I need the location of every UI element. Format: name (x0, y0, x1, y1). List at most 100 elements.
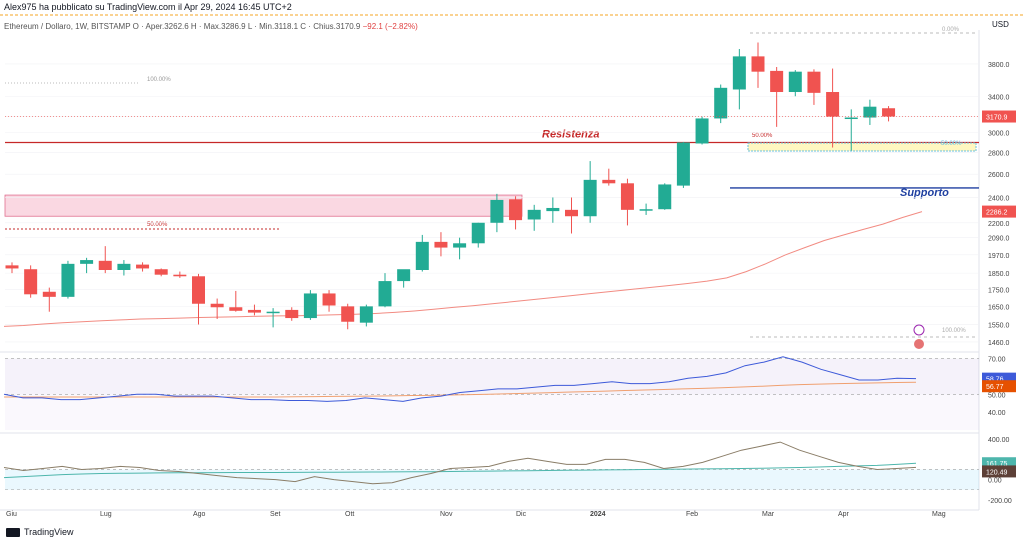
price-pane: Resistenza Supporto 100.00% 50.00% 0.00% 50.0… (3, 27, 1016, 349)
cci-value-tag (982, 465, 1016, 478)
candle-body (471, 222, 485, 244)
price-tick-label: 1650.0 (988, 304, 1010, 311)
rsi-tick-label: 50.00 (988, 392, 1006, 399)
price-tick-label: 2090.0 (988, 236, 1010, 243)
candle-body (24, 269, 38, 295)
time-tick-label: Mag (932, 511, 946, 518)
candle-body (527, 209, 541, 220)
rsi-ma-value-label: 56.77 (986, 384, 1004, 391)
price-tick-label: 1750.0 (988, 287, 1010, 294)
candle-body (844, 117, 858, 120)
time-tick-label: Ott (345, 511, 354, 518)
candle-body (397, 269, 411, 282)
candle-body (303, 293, 317, 319)
price-tick-label: 2200.0 (988, 221, 1010, 228)
price-tick-label: 1550.0 (988, 323, 1010, 330)
candle-body (266, 311, 280, 314)
candle-body (434, 241, 448, 248)
candle-body (695, 118, 709, 144)
candle-body (807, 71, 821, 93)
publish-header: Alex975 ha pubblicato su TradingView.com… (4, 2, 292, 12)
cci-line (3, 441, 917, 485)
candle-body (42, 291, 56, 297)
tradingview-text: TradingView (24, 527, 74, 537)
candle-body (415, 241, 429, 270)
lightning-event-icon (913, 324, 925, 336)
price-tick-label: 2400.0 (988, 195, 1010, 202)
candle-body (61, 263, 75, 297)
time-tick-label: Set (270, 511, 281, 518)
last-price-tag (982, 110, 1016, 123)
candle-body (210, 303, 224, 308)
time-tick-label: Apr (838, 511, 850, 518)
candle-body (826, 92, 840, 117)
candle-body (788, 71, 802, 93)
cci-ma-line (3, 462, 917, 479)
time-tick-label: Nov (440, 511, 453, 518)
candle-body (453, 243, 467, 248)
candle-body (676, 142, 690, 186)
time-tick-label: Dic (516, 511, 527, 518)
candle-body (620, 183, 634, 210)
rsi-band-lower (5, 394, 979, 430)
price-tick-label: 3000.0 (988, 131, 1010, 138)
fib-50-right2-label: 50.00% (941, 141, 962, 147)
cci-value-label: 120.49 (986, 469, 1008, 476)
candle-body (639, 209, 653, 211)
candle-body (117, 263, 131, 270)
fib-50-right-label: 50.00% (752, 133, 773, 139)
price-change: −92.1 (−2.82%) (362, 22, 418, 31)
price-tick-label: 1970.0 (988, 253, 1010, 260)
candle-body (882, 108, 896, 117)
moving-average-line (3, 211, 923, 327)
cci-tick-label: -200.00 (988, 498, 1012, 505)
rsi-ma-value-tag (982, 380, 1016, 393)
candle-body (658, 184, 672, 210)
resistance-zone (4, 194, 523, 217)
time-tick-label: Feb (686, 511, 698, 518)
last-price-label: 3170.9 (986, 115, 1008, 122)
resistance-label: Resistenza (542, 128, 599, 140)
candle-body (565, 209, 578, 217)
time-tick-label: Lug (100, 511, 112, 518)
price-tick-label: 3400.0 (988, 94, 1010, 101)
symbol-name[interactable]: Ethereum / Dollaro, 1W, BITSTAMP (4, 22, 131, 31)
candle-body (509, 199, 523, 221)
rsi-band (5, 358, 979, 395)
candle-body (583, 179, 597, 217)
fib-100-left-label: 100.00% (147, 77, 171, 83)
candle-body (546, 207, 560, 212)
cci-ma-value-label: 161.75 (986, 461, 1008, 468)
candle-body (714, 87, 728, 119)
candle-body (80, 260, 94, 264)
candle-body (285, 309, 299, 319)
candle-body (359, 306, 373, 323)
time-tick-label: Giu (6, 511, 17, 518)
candle-body (341, 306, 355, 322)
rsi-tick-label: 40.00 (988, 410, 1006, 417)
price-tick-label: 1850.0 (988, 271, 1010, 278)
candle-body (863, 106, 877, 118)
candle-body (602, 179, 616, 184)
candle-body (5, 265, 19, 269)
time-axis: Giu Lug Ago Set Ott Nov Dic 2024 Feb Mar Apr Mag (0, 509, 979, 518)
candle-body (770, 70, 784, 93)
tradingview-icon (6, 527, 20, 537)
currency-label: USD (992, 20, 1009, 29)
candle-body (490, 199, 504, 223)
tradingview-logo[interactable]: TradingView (6, 527, 74, 537)
ma-price-label: 2286.2 (986, 210, 1008, 217)
candle-body (378, 281, 392, 307)
time-tick-label: Ago (193, 511, 206, 518)
rsi-line (3, 356, 917, 402)
support-label: Supporto (900, 187, 949, 199)
ma-price-tag (982, 205, 1016, 218)
rsi-value-label: 58.76 (986, 377, 1004, 384)
candle-body (247, 309, 261, 313)
fib-0-right-label: 0.00% (942, 27, 960, 33)
candle-body (732, 56, 746, 90)
cci-band (5, 469, 979, 490)
